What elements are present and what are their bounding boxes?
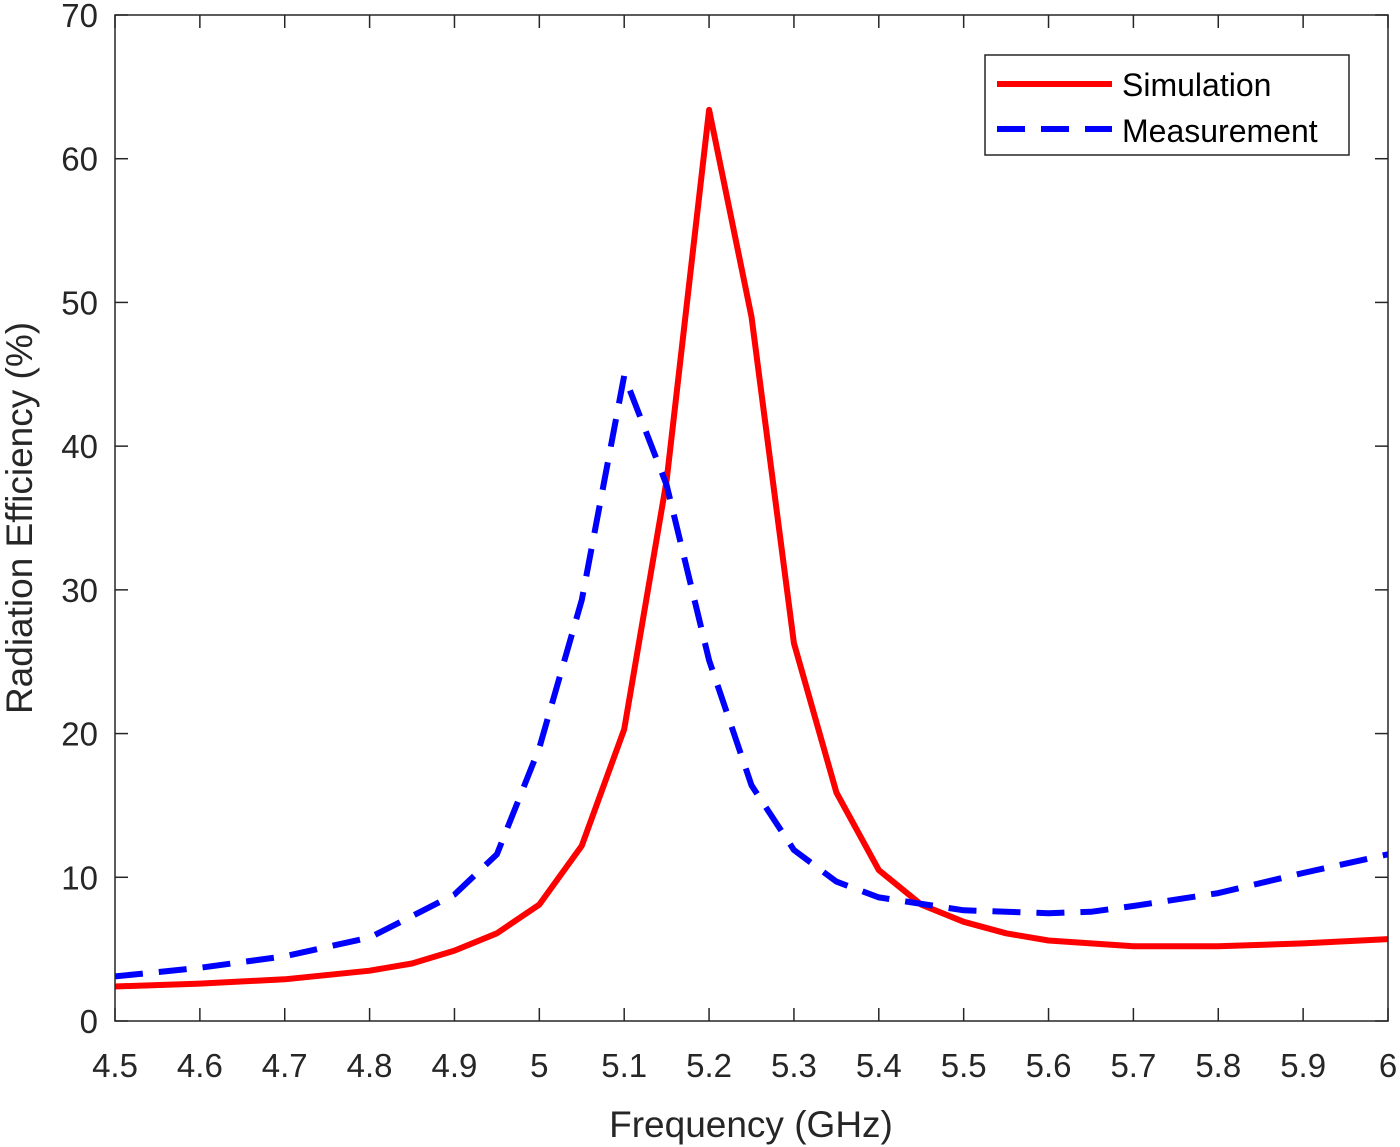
x-tick-label: 5.7: [1110, 1047, 1156, 1084]
series-line-measurement: [114, 372, 1389, 980]
x-tick-label: 5.6: [1026, 1047, 1072, 1084]
legend: Simulation Measurement: [984, 54, 1350, 156]
x-tick-label: 4.6: [177, 1047, 223, 1084]
legend-simulation-label: Simulation: [1122, 67, 1271, 103]
x-tick-label: 5.8: [1195, 1047, 1241, 1084]
x-tick-label: 4.9: [432, 1047, 478, 1084]
x-tick-label: 6: [1379, 1047, 1397, 1084]
y-axis-label: Radiation Efficiency (%): [0, 322, 40, 714]
x-tick-label: 5.4: [856, 1047, 902, 1084]
x-tick-label: 5.2: [686, 1047, 732, 1084]
y-tick-label: 40: [61, 428, 98, 465]
y-tick-label: 70: [61, 0, 98, 34]
x-tick-label: 4.7: [262, 1047, 308, 1084]
x-tick-label: 5.1: [601, 1047, 647, 1084]
y-tick-label: 20: [61, 716, 98, 753]
y-tick-label: 30: [61, 572, 98, 609]
x-tick-label: 5: [530, 1047, 548, 1084]
x-axis-label: Frequency (GHz): [609, 1104, 893, 1145]
x-tick-label: 4.5: [92, 1047, 138, 1084]
series-line-simulation: [114, 106, 1389, 990]
y-tick-label: 60: [61, 141, 98, 178]
legend-measurement-label: Measurement: [1122, 113, 1318, 149]
x-tick-label: 4.8: [347, 1047, 393, 1084]
y-tick-label: 10: [61, 859, 98, 896]
legend-box: [984, 54, 1350, 156]
x-tick-label: 5.3: [771, 1047, 817, 1084]
x-tick-label: 5.5: [941, 1047, 987, 1084]
plot-area-frame: [114, 14, 1389, 1022]
y-tick-label: 50: [61, 284, 98, 321]
y-tick-label: 0: [80, 1003, 98, 1040]
x-tick-label: 5.9: [1280, 1047, 1326, 1084]
